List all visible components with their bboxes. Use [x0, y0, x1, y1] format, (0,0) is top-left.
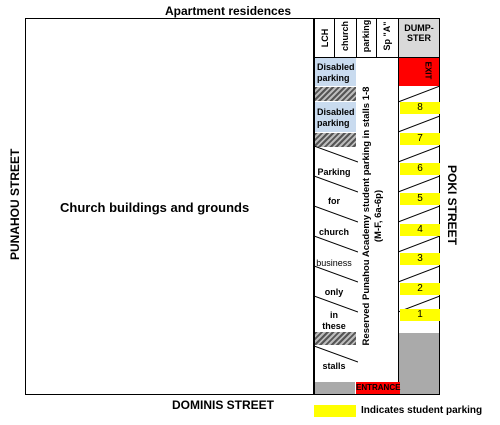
- church-grounds: [25, 18, 314, 395]
- disabled-parking-1: Disabled parking: [315, 58, 356, 86]
- church-grounds-label: Church buildings and grounds: [60, 200, 250, 215]
- church-word-church: church: [318, 227, 349, 237]
- disabled-parking-2: Disabled parking: [315, 102, 356, 132]
- student-stall-1: 1: [400, 309, 440, 321]
- exit-label: EXIT: [423, 61, 433, 80]
- header-church: church: [340, 21, 350, 52]
- dumpster: DUMP- STER: [399, 19, 439, 57]
- street-label-right: POKI STREET: [445, 164, 459, 245]
- header-parking: parking: [361, 19, 371, 53]
- student-stall-8: 8: [400, 102, 440, 114]
- street-label-top: Apartment residences: [165, 4, 292, 18]
- gray-zone: [399, 333, 439, 394]
- header-lch: LCH: [320, 28, 330, 48]
- header-sp-a: Sp "A": [382, 21, 392, 51]
- street-label-bottom: DOMINIS STREET: [172, 398, 275, 412]
- church-word-stalls: stalls: [322, 361, 346, 371]
- student-stall-2: 2: [400, 283, 440, 295]
- hatched-zone-2: [315, 133, 356, 147]
- student-stall-4: 4: [400, 224, 440, 236]
- church-word-business: business: [316, 258, 352, 268]
- legend-swatch: [314, 405, 356, 417]
- church-word-in-these: in these: [322, 310, 346, 331]
- exit-zone: [399, 58, 439, 86]
- student-stall-3: 3: [400, 253, 440, 265]
- hatched-zone-3: [315, 332, 356, 345]
- student-stall-7: 7: [400, 133, 440, 145]
- hatched-zone-1: [315, 87, 356, 101]
- entrance: ENTRANCE: [356, 382, 401, 394]
- church-word-only: only: [324, 287, 344, 297]
- gray-strip: [315, 382, 355, 394]
- street-label-left: PUNAHOU STREET: [8, 148, 22, 260]
- church-stall-lines: [314, 146, 358, 363]
- header-row: [314, 18, 440, 58]
- church-word-for: for: [328, 196, 340, 206]
- reserved-parking-note: Reserved Punahou Academy student parking…: [361, 86, 384, 346]
- student-stall-6: 6: [400, 163, 440, 175]
- church-word-parking: Parking: [317, 167, 351, 177]
- legend-label: Indicates student parking: [361, 405, 483, 416]
- student-stall-5: 5: [400, 193, 440, 205]
